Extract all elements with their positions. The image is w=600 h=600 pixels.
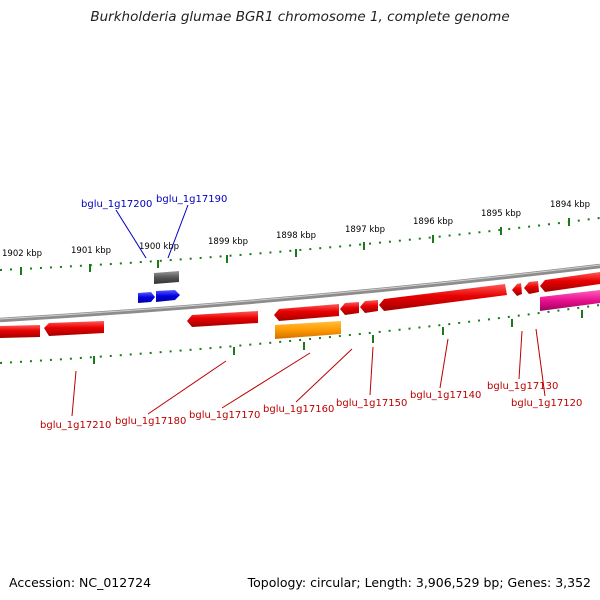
gene-label-bglu-1g17120[interactable]: bglu_1g17120	[511, 398, 582, 409]
tick-label: 1894 kbp	[550, 200, 590, 210]
gene-bglu-1g17150-b[interactable]	[360, 300, 378, 313]
leader-lines-forward	[115, 204, 189, 259]
tick-label: 1902 kbp	[2, 249, 42, 259]
gene-bglu-1g17180[interactable]	[187, 311, 258, 327]
gene-bglu-1g17210-b[interactable]	[44, 321, 104, 336]
tick-label: 1900 kbp	[139, 242, 179, 252]
tick-label: 1897 kbp	[345, 225, 385, 235]
tick-label: 1896 kbp	[413, 217, 453, 227]
tick-label: 1898 kbp	[276, 231, 316, 241]
gene-label-bglu-1g17130[interactable]: bglu_1g17130	[487, 381, 558, 392]
gene-bglu-1g17170[interactable]	[274, 304, 339, 321]
gene-label-bglu-1g17140[interactable]: bglu_1g17140	[410, 390, 481, 401]
scale-ruler-top	[0, 217, 600, 271]
major-ticks-lower	[93, 310, 583, 364]
major-ticks	[20, 218, 570, 275]
gene-bglu-1g17150-a[interactable]	[340, 302, 359, 315]
gene-forward-blue-1[interactable]	[138, 292, 155, 303]
gene-label-bglu-1g17190[interactable]: bglu_1g17190	[156, 194, 227, 205]
leader-lines-reverse	[71, 328, 546, 417]
gene-bglu-1g17200[interactable]	[154, 271, 179, 284]
gene-bglu-1g17190[interactable]	[156, 290, 180, 302]
chromosome-backbone-highlight	[0, 264, 600, 320]
tick-label: 1895 kbp	[481, 209, 521, 219]
gene-label-bglu-1g17160[interactable]: bglu_1g17160	[263, 404, 334, 415]
tick-label: 1899 kbp	[208, 237, 248, 247]
gene-bglu-1g17120-red[interactable]	[540, 272, 600, 292]
gene-label-bglu-1g17150[interactable]: bglu_1g17150	[336, 398, 407, 409]
gene-bglu-1g17160[interactable]	[275, 321, 341, 339]
accession-text: Accession: NC_012724	[9, 575, 152, 590]
map-title: Burkholderia glumae BGR1 chromosome 1, c…	[90, 9, 510, 25]
scale-ruler-bottom	[0, 304, 600, 364]
gene-label-bglu-1g17170[interactable]: bglu_1g17170	[189, 410, 260, 421]
chromosome-backbone	[0, 263, 600, 323]
gene-label-bglu-1g17200[interactable]: bglu_1g17200	[81, 199, 152, 210]
gene-bglu-1g17120-pink[interactable]	[540, 290, 600, 311]
tick-label: 1901 kbp	[71, 246, 111, 256]
gene-bglu-1g17130-b[interactable]	[524, 281, 539, 294]
genome-summary-text: Topology: circular; Length: 3,906,529 bp…	[247, 575, 591, 590]
gene-label-bglu-1g17180[interactable]: bglu_1g17180	[115, 416, 186, 427]
gene-bglu-1g17210-a[interactable]	[0, 325, 40, 338]
gene-bglu-1g17140[interactable]	[379, 284, 507, 311]
gene-label-bglu-1g17210[interactable]: bglu_1g17210	[40, 420, 111, 431]
gene-bglu-1g17130-a[interactable]	[512, 283, 522, 296]
